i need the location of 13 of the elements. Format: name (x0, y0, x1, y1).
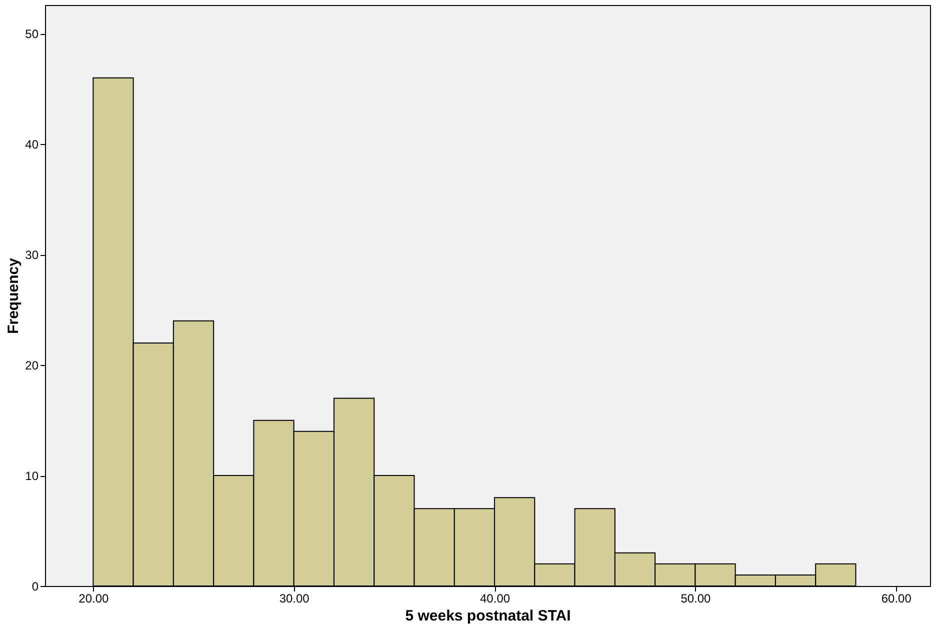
x-tick-label: 50.00 (680, 592, 712, 606)
y-tick-label: 0 (32, 580, 39, 594)
x-tick-label: 20.00 (78, 592, 110, 606)
x-axis-title: 5 weeks postnatal STAI (405, 608, 571, 624)
y-tick-label: 10 (25, 469, 39, 484)
x-tick-label: 40.00 (480, 592, 510, 606)
x-tick-label: 60.00 (881, 592, 912, 606)
y-tick-label: 40 (25, 138, 39, 152)
y-tick-label: 30 (25, 248, 39, 262)
y-tick-label: 50 (25, 27, 39, 42)
y-tick-label: 20 (25, 358, 39, 373)
x-tick-label: 30.00 (279, 592, 310, 606)
y-axis-title: Frequency (5, 257, 22, 334)
